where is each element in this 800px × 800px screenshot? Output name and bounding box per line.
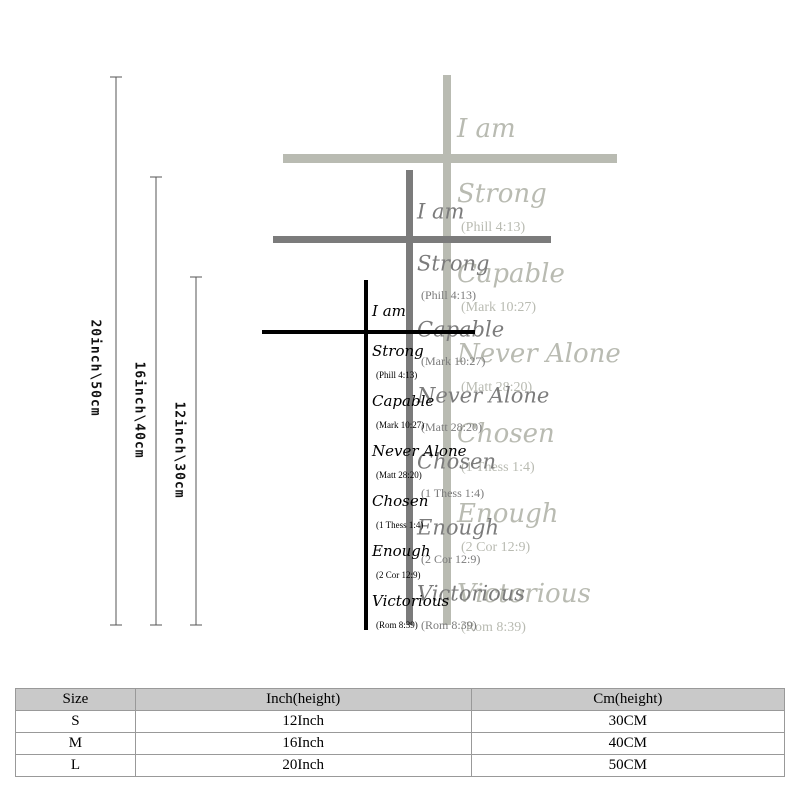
cross-verse: (2 Cor 12:9) (461, 540, 531, 555)
cell: 12Inch (134, 710, 472, 733)
cell: 50CM (470, 754, 786, 777)
cross-vertical (406, 170, 413, 625)
cross-word: Capable (417, 318, 504, 342)
cross-word: Chosen (417, 450, 496, 474)
cross-title: I am (416, 200, 464, 224)
cross-word: Strong (417, 252, 489, 276)
cross-verse: (Phill 4:13) (421, 288, 476, 302)
cell: M (15, 732, 136, 755)
cell: L (15, 754, 136, 777)
dimension-label: 16inch\40cm (132, 361, 147, 458)
cross-horizontal (262, 330, 475, 334)
cross-verse: (Rom 8:39) (421, 618, 477, 632)
cross-word: Victorious (417, 582, 525, 606)
cross-verse: (Mark 10:27) (421, 354, 485, 368)
cross-word: Strong (372, 342, 424, 360)
dimension-label: 12inch\30cm (172, 401, 187, 498)
size-table: Size Inch(height) Cm(height) S 12Inch 30… (15, 688, 786, 777)
cell: 20Inch (134, 754, 472, 777)
cross-vertical (364, 280, 368, 630)
cross-word: Chosen (372, 492, 428, 510)
cross-word: Chosen (457, 419, 555, 449)
header-cell: Inch(height) (134, 688, 472, 711)
cross-verse: (1 Thess 1:4) (461, 460, 535, 475)
cell: 30CM (470, 710, 786, 733)
cross-word: Victorious (372, 592, 449, 610)
header-cell: Cm(height) (470, 688, 786, 711)
row: L 20Inch 50CM (15, 754, 786, 777)
cross-verse: (Phill 4:13) (461, 220, 526, 235)
cross-word: Enough (456, 499, 559, 529)
cross-word: Capable (457, 259, 565, 289)
cross-verse: (Matt 28:20) (421, 420, 482, 434)
header-row: Size Inch(height) Cm(height) (15, 688, 786, 711)
cross-verse: (Rom 8:39) (461, 620, 526, 635)
cell: 40CM (470, 732, 786, 755)
cross-verse: (Rom 8:39) (376, 620, 418, 630)
cross-word: Strong (457, 179, 547, 209)
header-cell: Size (15, 688, 136, 711)
row: S 12Inch 30CM (15, 710, 786, 733)
cross-word: Never Alone (456, 339, 621, 369)
cross-title: I am (456, 114, 516, 144)
cross-title: I am (371, 302, 406, 320)
cross-verse: (1 Thess 1:4) (421, 486, 484, 500)
row: M 16Inch 40CM (15, 732, 786, 755)
cross-verse: (2 Cor 12:9) (376, 570, 421, 580)
cross-word: Capable (372, 392, 434, 410)
cross-horizontal (283, 154, 617, 163)
cell: 16Inch (134, 732, 472, 755)
cross-word: Victorious (457, 579, 591, 609)
cross-verse: (Phill 4:13) (376, 370, 417, 380)
cross-verse: (Mark 10:27) (461, 300, 536, 315)
cross-vertical (443, 75, 451, 625)
cross-verse: (1 Thess 1:4) (376, 520, 423, 530)
cross-word: Enough (416, 516, 499, 540)
cross-word: Enough (371, 542, 431, 560)
cross-word: Never Alone (416, 384, 549, 408)
cross-verse: (Matt 28:20) (376, 470, 422, 480)
cross-word: Never Alone (371, 442, 467, 460)
cross-horizontal (273, 236, 551, 243)
cross-verse: (2 Cor 12:9) (421, 552, 480, 566)
cross-verse: (Matt 28:20) (461, 380, 532, 395)
cell: S (15, 710, 136, 733)
dimension-label: 20inch\50cm (88, 319, 103, 416)
cross-verse: (Mark 10:27) (376, 420, 424, 430)
